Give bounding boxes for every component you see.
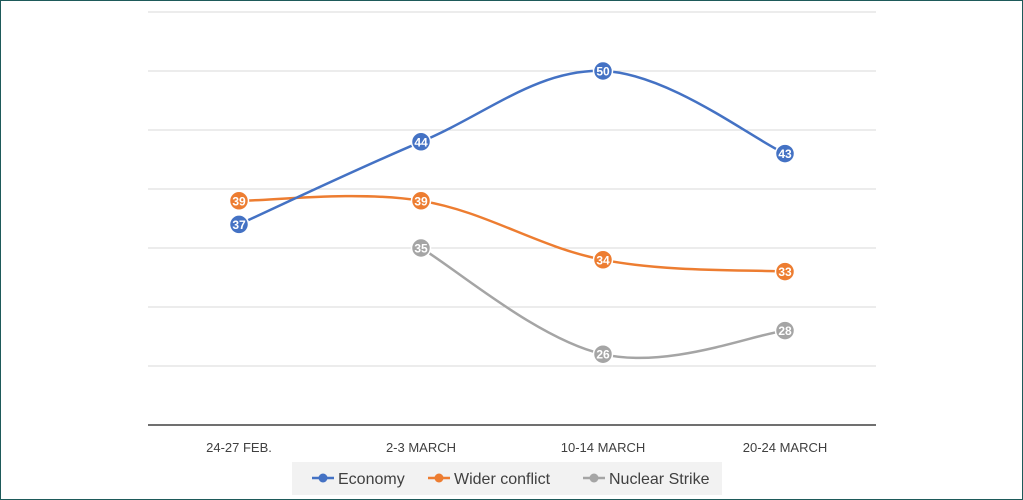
legend-item: Wider conflict	[428, 471, 551, 488]
data-point	[592, 343, 614, 365]
legend-label: Nuclear Strike	[609, 471, 710, 488]
legend-background	[292, 462, 722, 495]
legend-label: Wider conflict	[454, 471, 551, 488]
legend-marker	[318, 473, 328, 483]
data-label: 37	[232, 218, 246, 232]
data-label: 39	[414, 194, 428, 208]
legend-item: Economy	[312, 471, 405, 488]
legend: Economy Wider conflict Nuclear Strike	[292, 462, 722, 495]
data-label: 26	[596, 348, 610, 362]
data-point	[774, 143, 796, 164]
x-tick-label: 20-24 MARCH	[743, 440, 828, 455]
series-wider-conflict: 39 39 34 33	[228, 190, 796, 282]
x-tick-label: 10-14 MARCH	[561, 440, 646, 455]
data-label: 28	[778, 324, 792, 338]
data-point	[410, 131, 432, 153]
data-point	[410, 190, 432, 212]
data-label: 50	[596, 65, 610, 79]
data-point	[228, 214, 250, 235]
data-point	[228, 190, 250, 212]
x-tick-label: 24-27 FEB.	[206, 440, 272, 455]
data-label: 34	[596, 253, 610, 267]
series-line	[238, 194, 786, 273]
data-label: 33	[778, 265, 792, 279]
series-economy: 37 44 50 43	[228, 60, 796, 235]
legend-label: Economy	[338, 471, 405, 488]
legend-marker	[434, 473, 444, 483]
data-point	[592, 249, 614, 271]
data-point	[410, 237, 432, 259]
data-label: 39	[232, 194, 246, 208]
x-tick-label: 2-3 MARCH	[386, 440, 456, 455]
series-layer: 35 26 28 39 39 34 33 37 44 50 43	[228, 60, 796, 365]
legend-marker	[589, 473, 599, 483]
data-point	[774, 320, 796, 341]
data-point	[592, 60, 614, 82]
data-label: 35	[414, 242, 428, 256]
data-point	[774, 261, 796, 282]
series-line	[238, 69, 786, 226]
data-label: 43	[778, 147, 792, 161]
gridlines	[148, 11, 876, 367]
legend-item: Nuclear Strike	[583, 471, 710, 488]
x-axis: 24-27 FEB. 2-3 MARCH 10-14 MARCH 20-24 MARC…	[148, 424, 876, 455]
series-nuclear-strike: 35 26 28	[410, 237, 796, 365]
data-label: 44	[414, 135, 428, 149]
